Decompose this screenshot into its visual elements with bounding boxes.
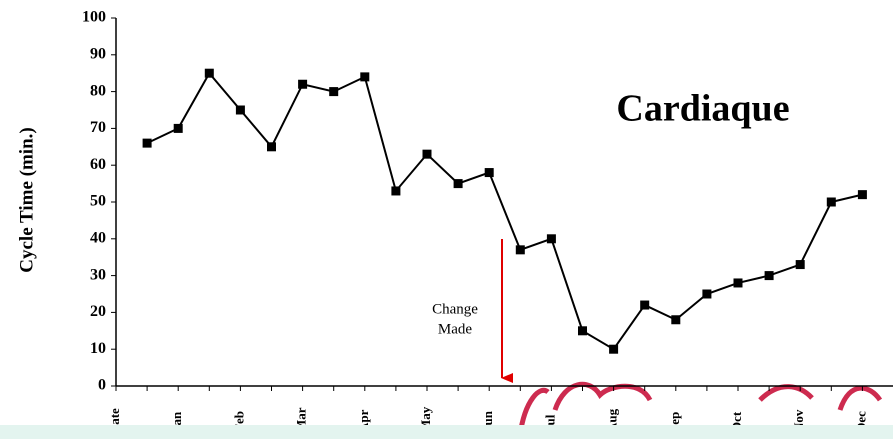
data-point — [578, 326, 587, 335]
chart: Cardiaque Cycle Time (min.) Change Made … — [0, 0, 893, 439]
y-tick-label: 10 — [90, 340, 106, 357]
data-point — [734, 278, 743, 287]
data-point — [702, 290, 711, 299]
data-point — [423, 150, 432, 159]
y-tick-label: 70 — [90, 119, 106, 136]
y-tick-label: 40 — [90, 229, 106, 246]
data-point — [236, 106, 245, 115]
y-tick-label: 90 — [90, 45, 106, 62]
data-point — [391, 186, 400, 195]
data-point — [765, 271, 774, 280]
data-point — [298, 80, 307, 89]
y-tick-label: 100 — [82, 9, 106, 26]
data-point — [329, 87, 338, 96]
y-tick-label: 80 — [90, 82, 106, 99]
data-point — [267, 142, 276, 151]
data-point — [516, 245, 525, 254]
y-tick-label: 50 — [90, 193, 106, 210]
data-point — [858, 190, 867, 199]
chart-title: Cardiaque — [616, 88, 789, 130]
y-tick-label: 20 — [90, 303, 106, 320]
y-axis-label: Cycle Time (min.) — [16, 127, 37, 272]
data-point — [485, 168, 494, 177]
y-tick-label: 0 — [98, 377, 106, 394]
data-point — [454, 179, 463, 188]
data-point — [796, 260, 805, 269]
annotation: Change — [432, 301, 478, 317]
page: Cardiaque Cycle Time (min.) Change Made … — [0, 0, 893, 439]
data-point — [671, 315, 680, 324]
y-tick-label: 30 — [90, 266, 106, 283]
data-point — [174, 124, 183, 133]
data-point — [640, 301, 649, 310]
data-point — [827, 198, 836, 207]
data-point — [360, 72, 369, 81]
annotation: Made — [438, 321, 472, 337]
data-point — [205, 69, 214, 78]
data-point — [547, 234, 556, 243]
data-point — [143, 139, 152, 148]
data-point — [609, 345, 618, 354]
footer-band — [0, 425, 893, 439]
y-tick-label: 60 — [90, 156, 106, 173]
